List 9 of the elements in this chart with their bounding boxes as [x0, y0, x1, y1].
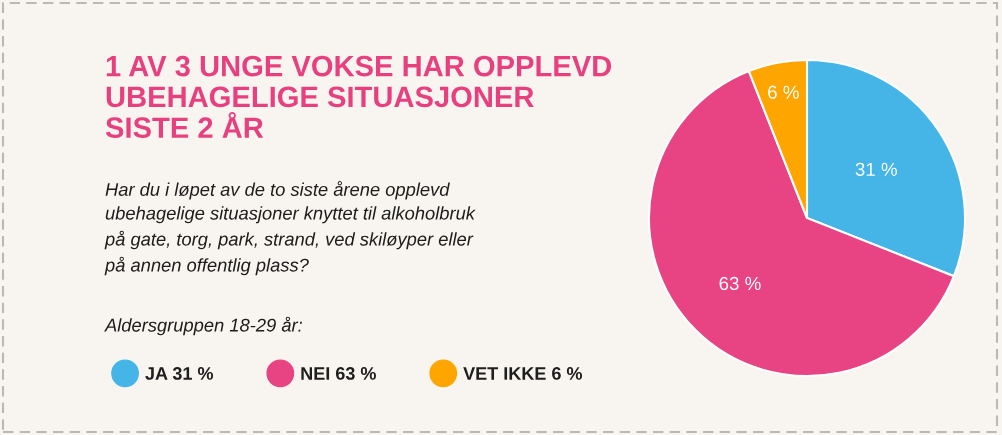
text: Aldersgruppen 18-29 år:: [104, 316, 302, 336]
data-label: 63 %: [719, 276, 761, 291]
text: Har du i løpet av de to siste årene opplevd ubehagelige situasjoner knyttet til alkoholbruk på gate, torg, park, strand, ved skiløyper eller på annen offentlig plass?: [104, 181, 476, 276]
data-label: 6 %: [768, 85, 799, 99]
legend-label: JA 31 %: [145, 367, 214, 380]
text: 1 AV 3 UNGE VOKSE HAR OPPLEVD UBEHAGELIGE SITUASJONER SISTE 2 ÅR: [105, 55, 612, 138]
legend-label: NEI 63 %: [301, 367, 376, 380]
legend-label: VET IKKE 6 %: [463, 367, 583, 380]
data-label: 31 %: [855, 162, 897, 176]
